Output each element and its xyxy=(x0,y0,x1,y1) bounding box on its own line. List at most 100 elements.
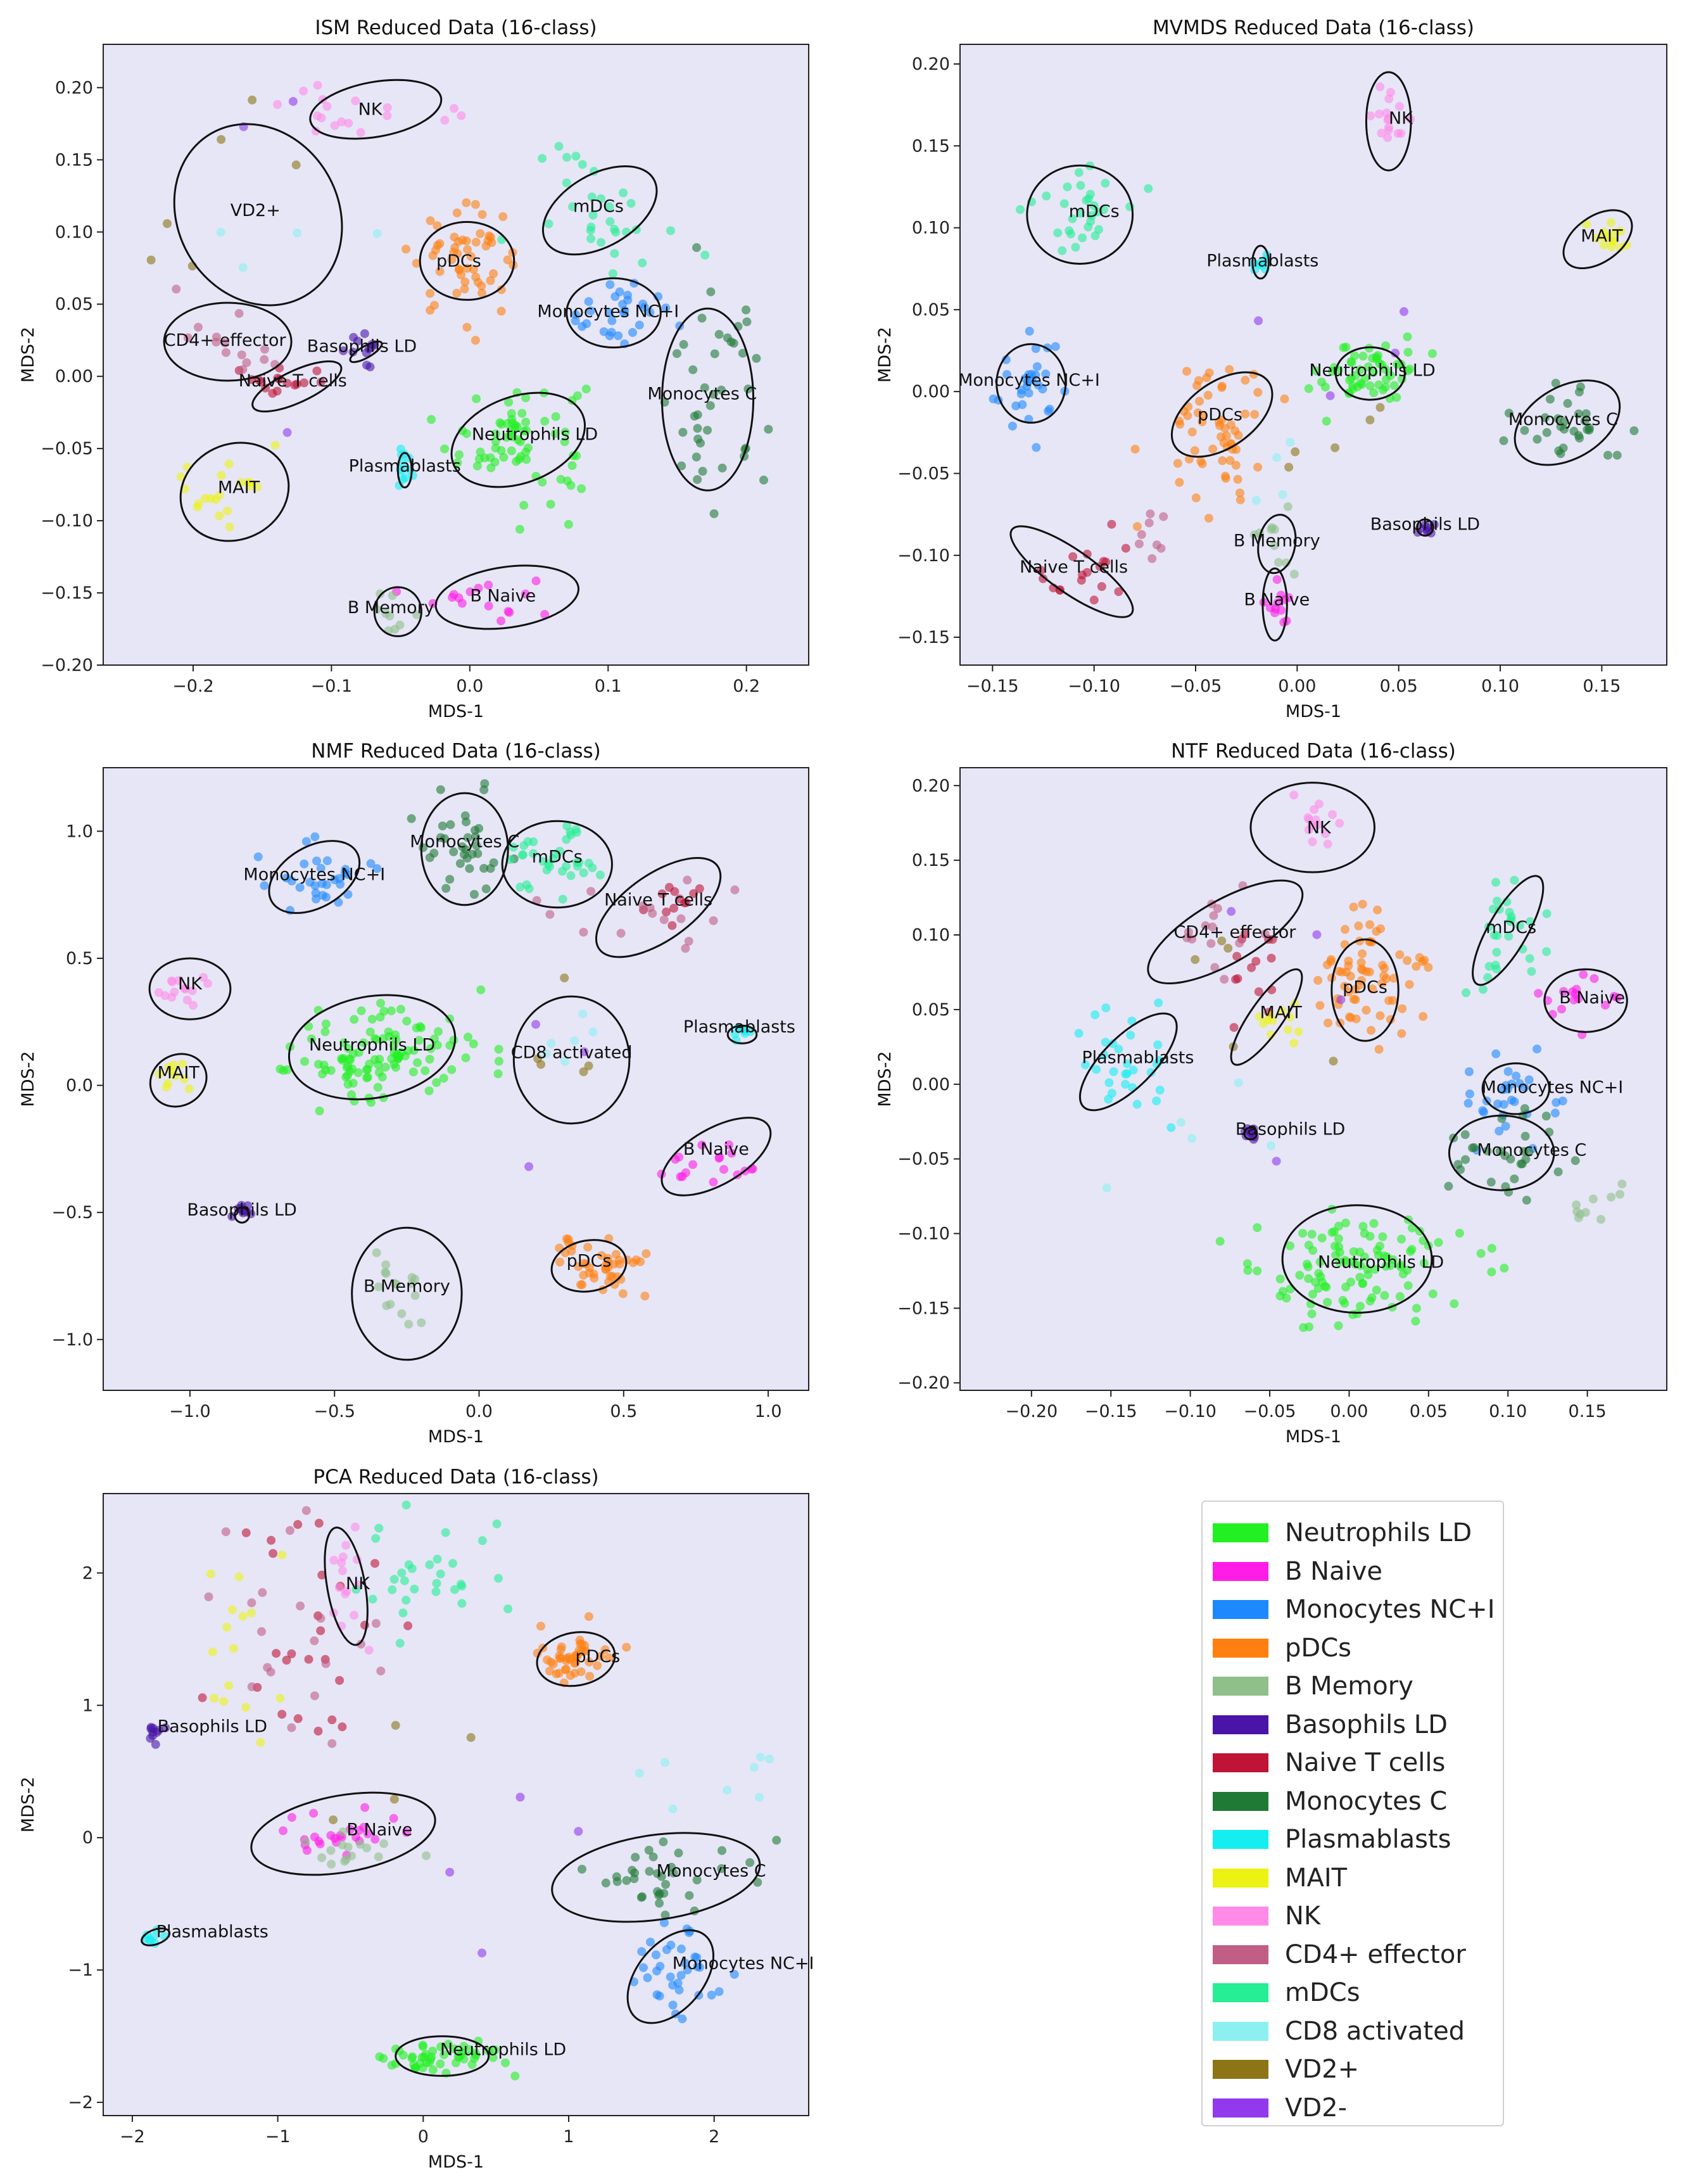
point-mait xyxy=(228,1605,237,1615)
point-mait xyxy=(1294,1027,1303,1036)
cluster-ellipse xyxy=(536,1631,616,1687)
point-vd2- xyxy=(282,428,292,437)
point-monocytes-nc-i xyxy=(1032,443,1041,452)
point-cd8-activated xyxy=(238,263,248,272)
point-pdcs xyxy=(1374,1044,1384,1054)
point-naive-t-cells xyxy=(1247,963,1256,972)
point-monocytes-nc-i xyxy=(310,832,320,842)
point-cd8-activated xyxy=(749,1763,759,1772)
point-monocytes-c xyxy=(578,1865,586,1874)
point-neutrophils-ld xyxy=(1304,384,1313,393)
point-naive-t-cells xyxy=(1107,519,1116,529)
point-nk xyxy=(1377,129,1386,138)
point-mait xyxy=(238,1611,248,1621)
x-tick-label: −0.10 xyxy=(1164,1402,1217,1421)
point-monocytes-c xyxy=(693,475,702,485)
point-neutrophils-ld xyxy=(1327,1228,1337,1237)
point-nk xyxy=(1383,115,1393,125)
point-neutrophils-ld xyxy=(577,484,586,493)
point-vd2- xyxy=(574,1827,583,1836)
point-neutrophils-ld xyxy=(282,1065,292,1074)
point-monocytes-nc-i xyxy=(1478,1106,1488,1115)
point-mdcs xyxy=(1063,182,1072,191)
point-cd8-activated xyxy=(541,1049,551,1058)
point-monocytes-nc-i xyxy=(1017,385,1026,395)
point-monocytes-c xyxy=(753,1877,762,1887)
point-neutrophils-ld xyxy=(1351,371,1360,380)
point-pdcs xyxy=(452,288,462,298)
point-neutrophils-ld xyxy=(434,1027,443,1036)
point-monocytes-nc-i xyxy=(1503,1084,1512,1094)
point-cd4-effector xyxy=(579,927,588,937)
cluster-ellipse xyxy=(1147,879,1304,984)
point-neutrophils-ld xyxy=(581,384,591,394)
legend-swatch xyxy=(1213,1868,1268,1888)
point-mdcs xyxy=(441,1528,450,1537)
point-b-memory xyxy=(381,1267,390,1277)
legend-label: CD8 activated xyxy=(1285,2016,1465,2046)
point-mdcs xyxy=(1493,931,1502,941)
x-tick-label: 1 xyxy=(563,2127,574,2147)
point-neutrophils-ld xyxy=(1358,352,1368,361)
point-monocytes-c xyxy=(710,349,719,359)
point-mdcs xyxy=(401,1596,411,1605)
point-b-memory xyxy=(372,1248,381,1257)
point-monocytes-c xyxy=(700,383,709,393)
point-monocytes-c xyxy=(472,841,481,850)
point-b-naive xyxy=(715,1153,724,1162)
point-vd2- xyxy=(248,95,257,105)
cluster-annotation: Monocytes NC+I xyxy=(958,371,1100,390)
point-nk xyxy=(337,117,346,127)
legend-item: VD2- xyxy=(1213,2091,1347,2125)
point-monocytes-nc-i xyxy=(1495,1126,1504,1136)
point-mdcs xyxy=(448,1559,457,1568)
point-neutrophils-ld xyxy=(1320,383,1330,392)
point-pdcs xyxy=(1418,957,1427,967)
cluster-annotation: Neutrophils LD xyxy=(472,424,598,444)
point-monocytes-c xyxy=(1551,379,1560,388)
legend-label: CD4+ effector xyxy=(1285,1940,1466,1969)
x-tick-label: 0.1 xyxy=(595,676,622,696)
x-tick-label: −0.1 xyxy=(311,676,353,696)
point-neutrophils-ld xyxy=(1375,1241,1384,1251)
cluster-annotation: MAIT xyxy=(1260,1003,1302,1023)
point-monocytes-c xyxy=(654,1891,664,1900)
point-monocytes-nc-i xyxy=(607,316,617,326)
point-monocytes-nc-i xyxy=(1503,1067,1513,1076)
point-cd8-activated xyxy=(1272,453,1282,462)
point-nk xyxy=(341,1540,351,1550)
point-mdcs xyxy=(1084,194,1094,203)
point-nk xyxy=(189,1001,198,1010)
point-monocytes-c xyxy=(655,1898,664,1908)
point-cd4-effector xyxy=(371,1619,381,1628)
point-mdcs xyxy=(568,202,578,212)
cluster-ellipse xyxy=(551,1832,761,1923)
point-pdcs xyxy=(1280,394,1289,403)
point-mdcs xyxy=(579,868,588,877)
point-pdcs xyxy=(1344,987,1353,997)
point-pdcs xyxy=(489,269,498,278)
cluster-ellipse xyxy=(1365,71,1412,172)
cluster-annotation: B Naive xyxy=(1244,590,1310,610)
point-b-memory xyxy=(338,1827,348,1836)
point-monocytes-nc-i xyxy=(637,1947,647,1956)
point-neutrophils-ld xyxy=(572,391,582,400)
point-cd4-effector xyxy=(532,896,541,905)
y-ticks: −2 −1 0 1 2 xyxy=(68,1563,103,2112)
point-mait xyxy=(215,490,224,500)
point-neutrophils-ld xyxy=(1360,1252,1369,1262)
cluster-annotation: Monocytes C xyxy=(410,832,519,851)
point-pdcs xyxy=(596,1651,605,1661)
y-tick-label: 0.20 xyxy=(912,776,950,796)
legend-item: Neutrophils LD xyxy=(1213,1516,1472,1550)
point-neutrophils-ld xyxy=(556,474,566,484)
point-neutrophils-ld xyxy=(381,1062,390,1072)
legend-item: MAIT xyxy=(1213,1861,1347,1895)
point-mdcs xyxy=(544,859,553,868)
point-plasmablasts xyxy=(1128,1065,1138,1075)
cluster-ellipse xyxy=(1448,1114,1555,1191)
point-nk xyxy=(1384,123,1393,132)
cluster-annotation: Basophils LD xyxy=(1370,515,1480,535)
point-pdcs xyxy=(1193,408,1203,417)
point-monocytes-nc-i xyxy=(1493,1099,1503,1108)
